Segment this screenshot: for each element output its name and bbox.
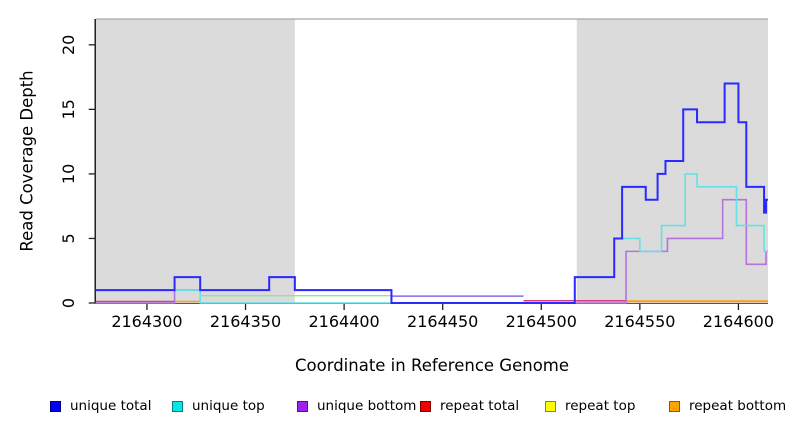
legend-label: unique bottom <box>317 398 417 414</box>
legend-swatch <box>50 400 61 412</box>
legend-swatch <box>420 400 431 412</box>
legend-swatch <box>172 400 183 412</box>
shaded-region-band <box>95 19 295 303</box>
x-axis-title: Coordinate in Reference Genome <box>294 356 570 375</box>
x-tick-label: 2164300 <box>111 312 182 331</box>
legend-label: repeat total <box>440 398 520 414</box>
y-tick-label: 10 <box>59 164 78 184</box>
legend-item-repeat-top: repeat top <box>545 395 635 417</box>
legend-label: unique top <box>192 398 265 414</box>
legend: unique total unique top unique bottom repea… <box>0 395 792 421</box>
x-tick-label: 2164500 <box>506 312 577 331</box>
x-tick-label: 2164550 <box>604 312 675 331</box>
y-tick-label: 20 <box>59 35 78 55</box>
series-line-unique-total <box>95 82 768 304</box>
legend-label: repeat bottom <box>689 398 787 414</box>
legend-label: unique total <box>70 398 152 414</box>
x-tick-label: 2164600 <box>703 312 774 331</box>
x-tick-label: 2164350 <box>210 312 281 331</box>
y-tick-label: 5 <box>59 233 78 243</box>
legend-item-unique-total: unique total <box>50 395 151 417</box>
legend-item-unique-bottom: unique bottom <box>297 395 416 417</box>
x-tick-label: 2164400 <box>308 312 379 331</box>
x-tick-label: 2164450 <box>407 312 478 331</box>
legend-item-unique-top: unique top <box>172 395 265 417</box>
y-axis-title: Read Coverage Depth <box>17 70 37 252</box>
legend-swatch <box>669 400 680 412</box>
legend-item-repeat-bottom: repeat bottom <box>669 395 786 417</box>
y-tick-label: 15 <box>59 99 78 119</box>
legend-label: repeat top <box>565 398 636 414</box>
legend-swatch <box>545 400 556 412</box>
legend-swatch <box>297 400 308 412</box>
legend-item-repeat-total: repeat total <box>420 395 519 417</box>
y-tick-label: 0 <box>59 298 78 308</box>
